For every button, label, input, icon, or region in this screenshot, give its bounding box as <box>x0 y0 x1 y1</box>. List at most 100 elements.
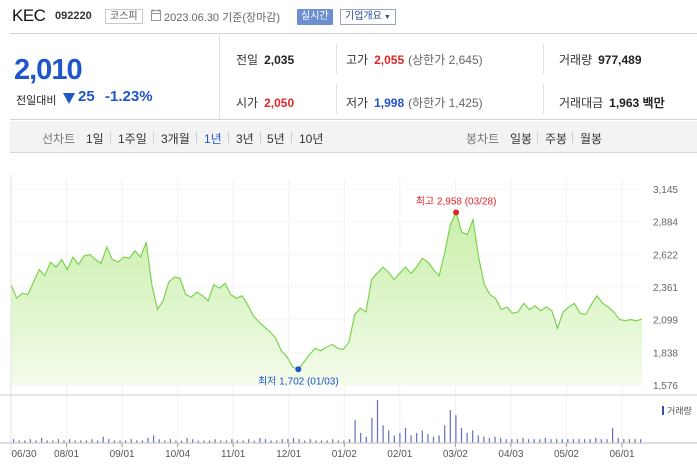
tab-monthly-candle[interactable]: 월봉 <box>580 132 603 146</box>
y-tick-label: 2,361 <box>653 283 678 294</box>
volume-bar <box>628 439 630 443</box>
volume-bar <box>606 439 608 443</box>
volume-bar <box>186 437 188 443</box>
divider <box>336 84 337 114</box>
volume-bar <box>264 439 267 443</box>
volume-bar <box>158 439 160 443</box>
high-label: 고가 <box>346 53 369 67</box>
volume-bar <box>528 439 530 443</box>
high-value: 2,055 <box>374 53 405 67</box>
volume-bar <box>69 439 71 443</box>
volume-bar <box>612 427 614 443</box>
tab-1-week[interactable]: 1주일 <box>118 132 147 146</box>
volume-bar <box>97 440 99 443</box>
prev-close-label: 전일 <box>236 53 259 67</box>
volume-bar <box>130 439 132 443</box>
volume-bar <box>197 440 199 443</box>
volume-legend-label: 거래량 <box>667 405 692 416</box>
divider <box>543 44 544 74</box>
volume-bar <box>231 439 233 443</box>
volume-bar <box>640 439 642 443</box>
volume-bar <box>483 436 485 443</box>
tab-10-years[interactable]: 10년 <box>299 132 324 146</box>
y-tick-label: 3,145 <box>653 185 678 196</box>
lower-limit-value: 1,425) <box>448 96 483 110</box>
volume-bar <box>113 440 115 443</box>
current-price: 2,010 <box>14 54 83 86</box>
volume-bar <box>522 437 524 443</box>
x-tick-label: 04/03 <box>498 449 523 460</box>
tab-3-months[interactable]: 3개월 <box>161 132 190 146</box>
x-tick-label: 09/01 <box>110 449 135 460</box>
tab-daily-candle[interactable]: 일봉 <box>510 132 533 146</box>
tab-5-years[interactable]: 5년 <box>267 132 285 146</box>
tab-3-years[interactable]: 3년 <box>236 132 254 146</box>
x-tick-label: 10/04 <box>165 449 190 460</box>
volume-bar <box>214 439 216 443</box>
x-tick-label: 12/01 <box>276 449 301 460</box>
tab-1-year[interactable]: 1년 <box>204 132 222 146</box>
volume-bar <box>287 439 289 443</box>
volume-bar <box>550 439 552 443</box>
x-axis-labels: 06/30 08/01 09/01 10/04 11/01 12/01 01/02 02/01… <box>11 449 634 460</box>
volume-bar <box>589 439 591 443</box>
volume-bar <box>80 440 82 443</box>
volume-bar <box>41 437 43 443</box>
volume-bar <box>533 439 535 443</box>
tab-separator <box>196 132 197 143</box>
volume-bar <box>18 440 20 443</box>
volume-bar <box>315 440 317 443</box>
volume-legend: 거래량 <box>662 405 692 416</box>
volume-bar <box>320 440 323 443</box>
tab-1-day[interactable]: 1일 <box>86 132 104 146</box>
volume-bar <box>600 439 602 443</box>
volume-bar <box>376 400 379 443</box>
x-tick-label: 01/02 <box>332 449 357 460</box>
volume-bar <box>432 436 435 443</box>
volume-label: 거래량 <box>559 53 593 67</box>
volume-bar <box>136 440 138 443</box>
volume-bar <box>444 425 446 443</box>
volume-bar <box>388 430 390 443</box>
volume-bar <box>259 437 261 443</box>
quote-panel: 2,010 전일대비 25 -1.23% 전일 2,035 고가 2,055 (상한가… <box>10 33 697 120</box>
volume-bar <box>365 436 367 443</box>
y-tick-label: 2,884 <box>653 218 678 229</box>
volume-bar <box>192 439 194 443</box>
tab-separator <box>153 132 154 143</box>
price-chart[interactable]: 3,145 2,884 2,622 2,361 2,099 1,838 1,576 최고 2… <box>0 155 697 469</box>
volume-bar <box>572 439 574 443</box>
high-low-markers: 최고 2,958 (03/28) 최저 1,702 (01/03) <box>258 195 496 387</box>
volume-bar <box>472 430 474 443</box>
volume-bar <box>169 439 171 443</box>
lower-limit-label: (하한가 <box>408 96 446 110</box>
volume-bar <box>52 440 54 443</box>
volume-bar <box>208 440 211 443</box>
volume-bar <box>85 440 87 443</box>
volume-bar <box>164 440 166 443</box>
amount-label: 거래대금 <box>559 96 604 110</box>
volume-bar <box>399 432 401 443</box>
volume-bar <box>488 437 490 443</box>
volume-bar <box>46 440 48 443</box>
prev-close-value: 2,035 <box>264 53 295 67</box>
volume-bars <box>13 400 642 443</box>
volume-bar <box>102 436 104 443</box>
high-marker <box>453 209 460 216</box>
volume-bar <box>382 425 384 443</box>
volume-bar <box>427 434 429 443</box>
volume-bar <box>125 440 127 443</box>
volume-bar <box>242 440 244 443</box>
volume: 거래량 977,489 <box>559 51 642 68</box>
realtime-button[interactable]: 실시간 <box>297 9 333 25</box>
volume-bar <box>203 440 205 443</box>
stock-code: 092220 <box>55 10 92 22</box>
volume-bar <box>544 437 546 443</box>
company-overview-button[interactable]: 기업개요 ▼ <box>340 9 396 25</box>
tab-weekly-candle[interactable]: 주봉 <box>545 132 568 146</box>
volume-bar <box>595 437 597 443</box>
volume-bar <box>292 437 295 443</box>
y-tick-label: 2,622 <box>653 250 678 261</box>
open-label: 시가 <box>236 96 259 110</box>
volume-bar <box>253 440 255 443</box>
